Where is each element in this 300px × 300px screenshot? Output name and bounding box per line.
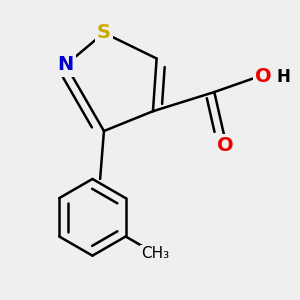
Text: O: O — [218, 136, 234, 155]
Text: CH₃: CH₃ — [142, 246, 170, 261]
Text: N: N — [58, 56, 74, 74]
Text: H: H — [277, 68, 290, 86]
Text: S: S — [97, 23, 111, 42]
Text: O: O — [255, 67, 271, 86]
